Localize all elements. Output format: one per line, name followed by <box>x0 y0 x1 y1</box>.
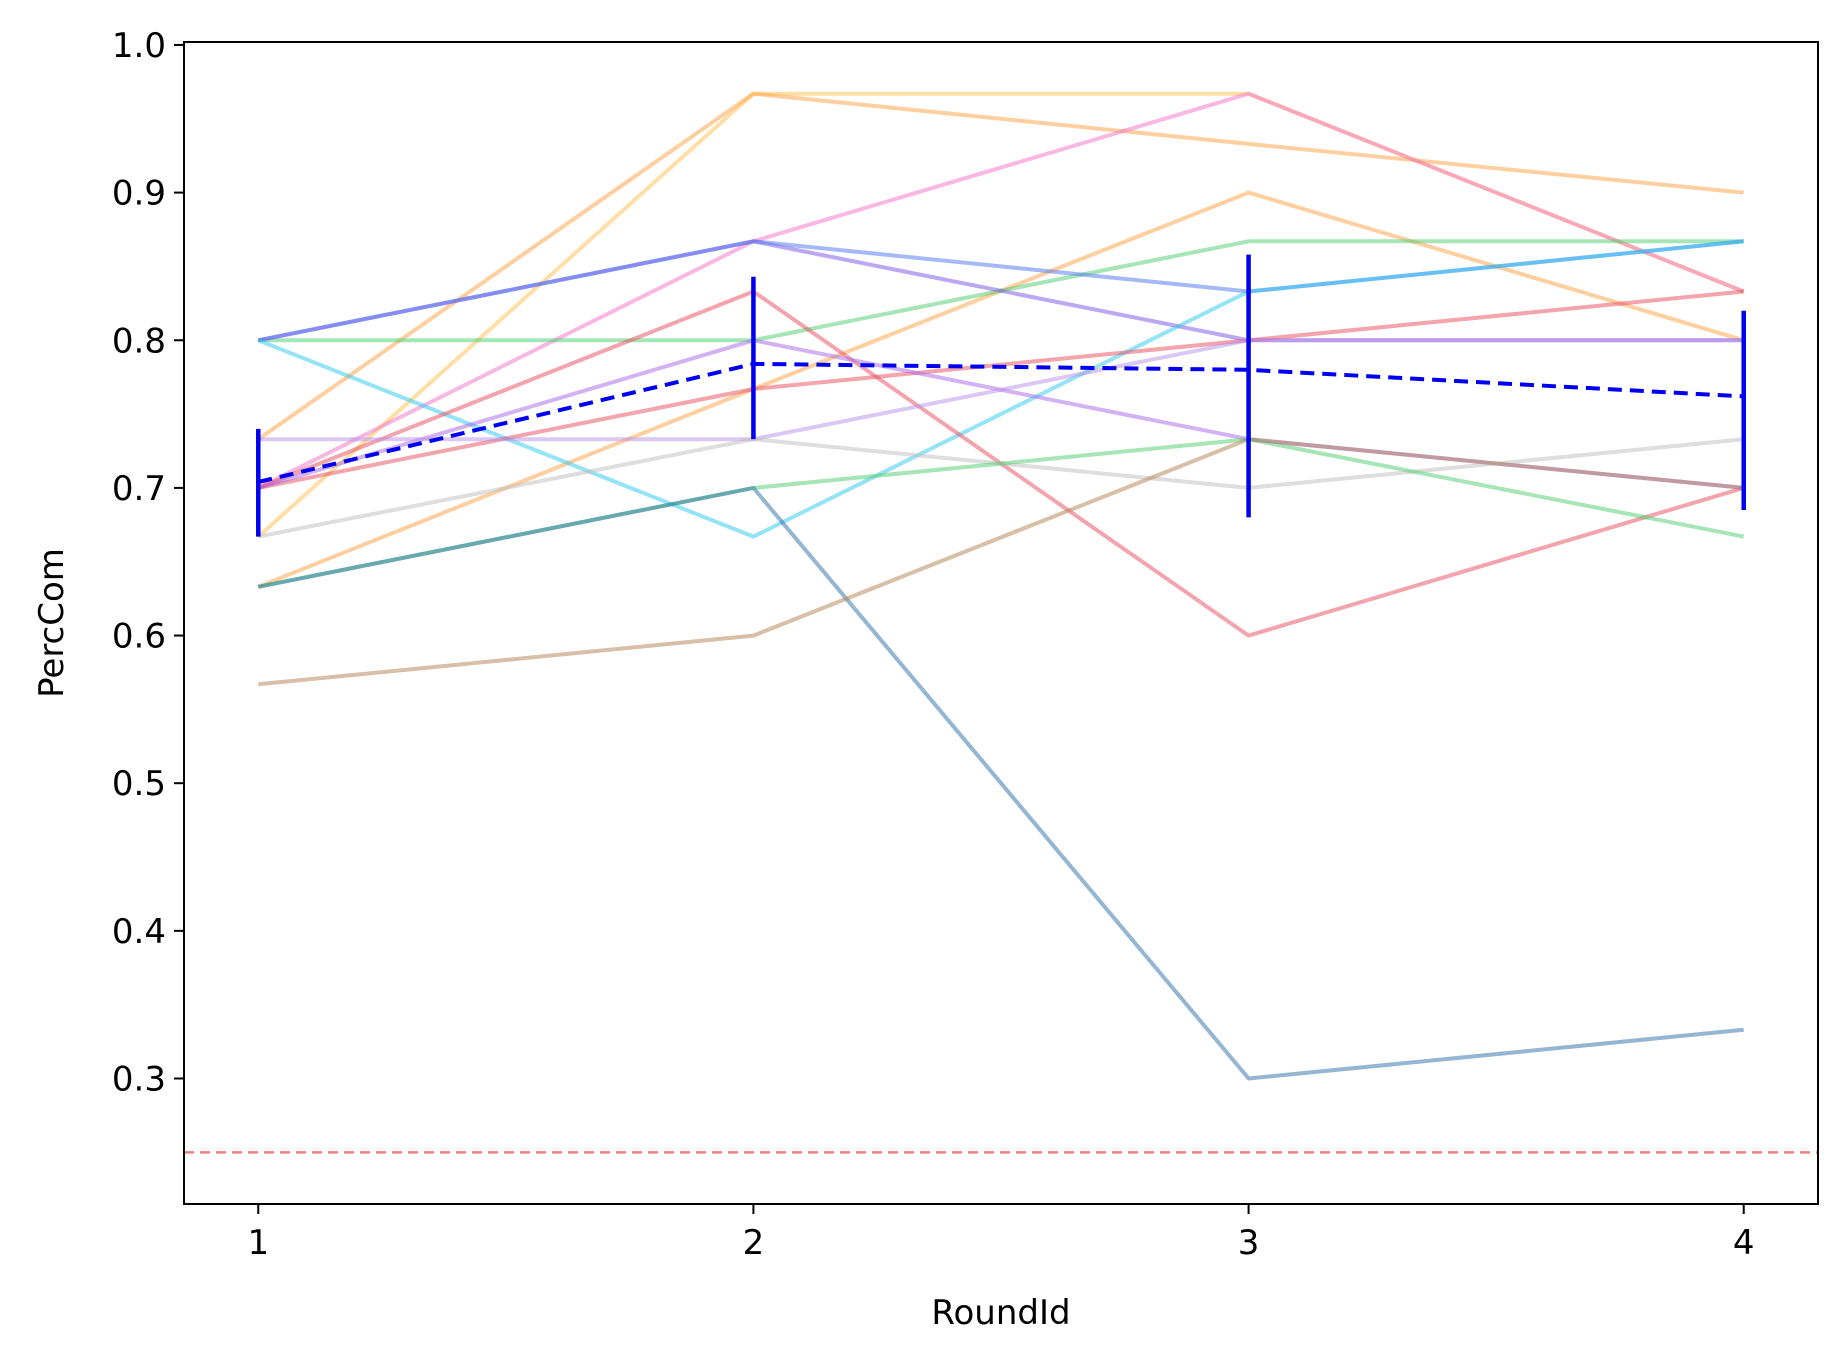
y-tick-label: 0.3 <box>112 1059 166 1099</box>
x-tick-label: 4 <box>1733 1223 1755 1263</box>
x-axis: 1 2 3 4 <box>247 1204 1755 1263</box>
y-tick-label: 0.6 <box>112 617 166 657</box>
mean-line <box>257 361 1744 484</box>
x-tick-label: 3 <box>1238 1223 1260 1263</box>
series-line-3 <box>257 91 1745 490</box>
y-tick-label: 0.5 <box>112 764 166 804</box>
series-line-15 <box>257 485 1744 1081</box>
plot-frame <box>183 41 1819 1205</box>
x-tick-label: 2 <box>743 1223 765 1263</box>
y-axis: 0.3 0.4 0.5 0.6 0.7 0.8 0.9 1.0 <box>112 26 184 1099</box>
y-tick-label: 0.4 <box>112 912 166 952</box>
mean-layer <box>256 254 1746 537</box>
x-axis-label: RoundId <box>931 1293 1070 1333</box>
y-tick-label: 0.8 <box>112 321 166 361</box>
y-tick-label: 0.7 <box>112 469 166 509</box>
series-line-12 <box>258 338 1744 442</box>
y-tick-label: 1.0 <box>112 26 166 66</box>
x-tick-label: 1 <box>247 1223 269 1263</box>
series-line-2 <box>257 91 1744 441</box>
series-line-16 <box>258 437 1744 687</box>
y-axis-label: PercCom <box>32 548 72 698</box>
series-layer <box>184 91 1818 1154</box>
y-tick-label: 0.9 <box>112 174 166 214</box>
